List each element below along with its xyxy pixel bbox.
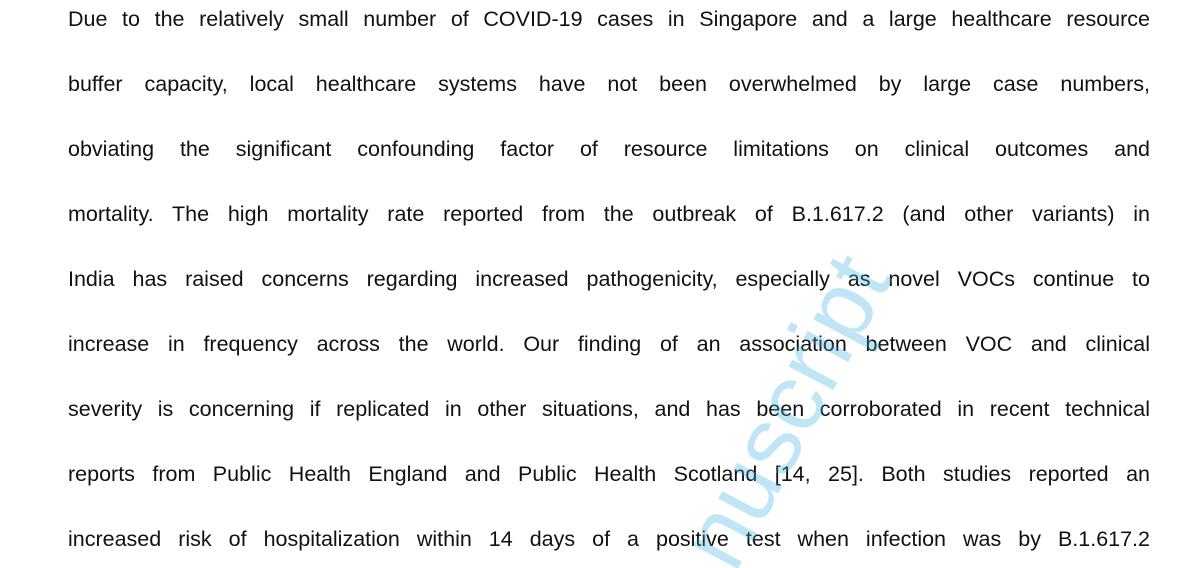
paragraph-line-4: mortality. The high mortality rate repor… <box>68 202 1150 226</box>
paragraph-line-9: increased risk of hospitalization within… <box>68 527 1150 551</box>
paragraph-line-6: increase in frequency across the world. … <box>68 332 1150 356</box>
paragraph-line-1: Due to the relatively small number of CO… <box>68 7 1150 31</box>
paragraph-line-7: severity is concerning if replicated in … <box>68 397 1150 421</box>
paragraph: Due to the relatively small number of CO… <box>68 0 1150 568</box>
paragraph-line-2: buffer capacity, local healthcare system… <box>68 72 1150 96</box>
paragraph-line-3: obviating the significant confounding fa… <box>68 137 1150 161</box>
paragraph-line-8: reports from Public Health England and P… <box>68 462 1150 486</box>
paragraph-line-5: India has raised concerns regarding incr… <box>68 267 1150 291</box>
